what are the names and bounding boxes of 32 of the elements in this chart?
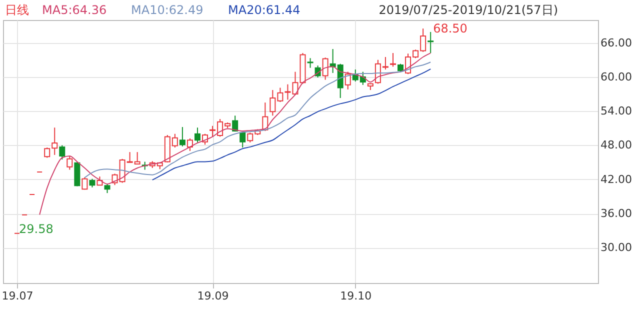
text: MA5:64.36: [42, 3, 107, 17]
y-tick-label: 48.00: [600, 138, 632, 152]
text: MA10:62.49: [131, 3, 204, 17]
candlestick: [428, 31, 434, 54]
x-tick-label: 19.07: [2, 290, 34, 302]
x-tick-label: 19.09: [197, 290, 229, 302]
candlestick: [307, 58, 314, 68]
y-tick-label: 42.00: [600, 172, 632, 186]
y-tick-label: 54.00: [600, 104, 632, 118]
line-series: [152, 68, 432, 180]
annotation: 68.50: [433, 22, 468, 36]
candlestick: [322, 57, 328, 80]
y-tick-label: 66.00: [600, 36, 632, 50]
line-series: [39, 52, 432, 216]
text: 2019/07/25-2019/10/21(57日): [378, 3, 558, 17]
candlestick: [66, 156, 73, 170]
candlestick: [344, 71, 351, 90]
y-tick-label: 60.00: [600, 70, 632, 84]
chart-title: 日线: [5, 3, 29, 17]
candlestick: [59, 144, 66, 160]
y-tick-label: 36.00: [600, 207, 632, 220]
x-tick-label: 19.10: [340, 290, 372, 302]
candlestick: [104, 183, 110, 194]
candlestick: [186, 138, 193, 152]
candlestick: [390, 52, 396, 68]
candlestick: [179, 126, 186, 147]
text: MA20:61.44: [228, 3, 300, 17]
candlestick: [194, 127, 200, 143]
y-tick-label: 30.00: [600, 241, 632, 254]
candlestick: [240, 132, 246, 148]
annotation: 29.58: [19, 222, 54, 236]
candlestick: [82, 176, 88, 190]
